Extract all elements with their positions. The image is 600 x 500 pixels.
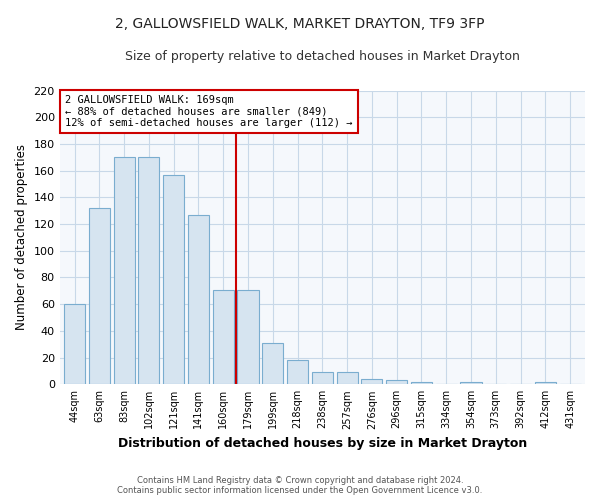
Text: 2, GALLOWSFIELD WALK, MARKET DRAYTON, TF9 3FP: 2, GALLOWSFIELD WALK, MARKET DRAYTON, TF… xyxy=(115,18,485,32)
X-axis label: Distribution of detached houses by size in Market Drayton: Distribution of detached houses by size … xyxy=(118,437,527,450)
Title: Size of property relative to detached houses in Market Drayton: Size of property relative to detached ho… xyxy=(125,50,520,63)
Text: 2 GALLOWSFIELD WALK: 169sqm
← 88% of detached houses are smaller (849)
12% of se: 2 GALLOWSFIELD WALK: 169sqm ← 88% of det… xyxy=(65,95,352,128)
Bar xyxy=(386,380,407,384)
Bar xyxy=(535,382,556,384)
Bar xyxy=(312,372,333,384)
Bar xyxy=(238,290,259,384)
Bar xyxy=(188,214,209,384)
Y-axis label: Number of detached properties: Number of detached properties xyxy=(15,144,28,330)
Text: Contains HM Land Registry data © Crown copyright and database right 2024.
Contai: Contains HM Land Registry data © Crown c… xyxy=(118,476,482,495)
Bar xyxy=(212,290,234,384)
Bar xyxy=(262,343,283,384)
Bar xyxy=(361,379,382,384)
Bar xyxy=(287,360,308,384)
Bar xyxy=(163,174,184,384)
Bar xyxy=(460,382,482,384)
Bar xyxy=(113,158,134,384)
Bar xyxy=(64,304,85,384)
Bar xyxy=(337,372,358,384)
Bar xyxy=(89,208,110,384)
Bar xyxy=(139,158,160,384)
Bar xyxy=(411,382,432,384)
